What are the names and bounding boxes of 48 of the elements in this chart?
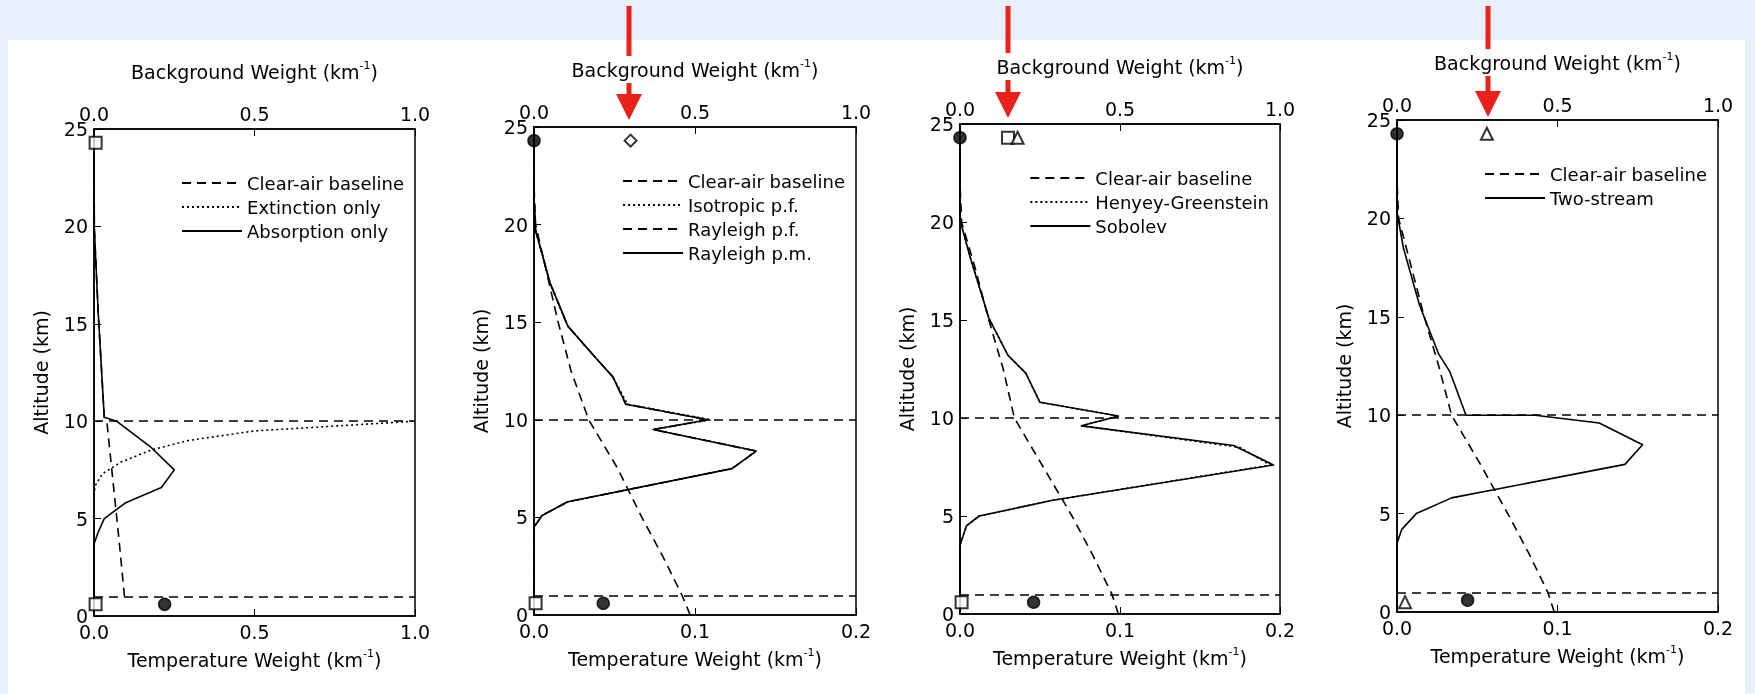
- y-tick-label: 15: [1366, 305, 1391, 328]
- y-tick-label: 5: [1378, 502, 1391, 525]
- y-tick-label: 10: [929, 407, 954, 429]
- legend-label: Clear-air baseline: [1095, 167, 1253, 189]
- y-axis-title: Altitude (km): [470, 308, 493, 434]
- x-tick-label: 0.1: [1542, 616, 1573, 639]
- x2-tick-label: 1.0: [1264, 97, 1296, 120]
- legend-label: Extinction only: [247, 196, 382, 218]
- x-tick-label: 0.2: [1702, 616, 1734, 639]
- y-axis-title: Altitude (km): [30, 310, 53, 435]
- y-tick-label: 5: [515, 506, 528, 529]
- x2-tick-label: 1.0: [399, 102, 431, 125]
- x-tick-label: 0.1: [1104, 618, 1136, 641]
- x2-tick-label: 0.5: [1542, 93, 1573, 116]
- y-tick-label: 5: [941, 505, 954, 527]
- y-axis-title: Altitude (km): [1333, 303, 1356, 429]
- x2-tick-label: 0.5: [1104, 97, 1136, 120]
- legend-label: Rayleigh p.f.: [688, 218, 800, 240]
- y-axis-title: Altitude (km): [896, 306, 919, 432]
- y-tick-label: 10: [1366, 404, 1391, 427]
- legend-label: Henyey-Greenstein: [1095, 191, 1270, 213]
- y-tick-label: 10: [63, 410, 88, 433]
- x-tick-label: 0.5: [239, 620, 270, 643]
- legend-label: Two-stream: [1549, 187, 1654, 209]
- legend-label: Isotropic p.f.: [688, 194, 799, 216]
- y-tick-label: 15: [63, 312, 88, 335]
- legend-label: Clear-air baseline: [688, 170, 845, 192]
- legend-label: Absorption only: [247, 220, 389, 242]
- legend-label: Clear-air baseline: [247, 172, 404, 194]
- y-tick-label: 20: [63, 215, 88, 238]
- x2-tick-label: 0.5: [239, 102, 270, 125]
- y-tick-label: 15: [503, 311, 528, 334]
- y-tick-label: 20: [929, 211, 954, 233]
- x2-tick-label: 0.5: [679, 100, 711, 123]
- y-tick-label: 5: [75, 507, 88, 530]
- legend-label: Clear-air baseline: [1550, 163, 1707, 185]
- x-tick-label: 0.1: [679, 619, 711, 642]
- y-tick-label: 20: [503, 213, 528, 236]
- x-tick-label: 1.0: [399, 620, 431, 643]
- x2-tick-label: 1.0: [1702, 93, 1734, 116]
- legend-label: Rayleigh p.m.: [688, 242, 812, 264]
- y-tick-label: 15: [929, 309, 954, 331]
- y-tick-label: 20: [1366, 207, 1391, 230]
- x-tick-label: 0.2: [1264, 618, 1296, 641]
- legend-label: Sobolev: [1095, 215, 1168, 237]
- y-tick-label: 10: [503, 408, 528, 431]
- x2-tick-label: 1.0: [840, 100, 872, 123]
- x-tick-label: 0.2: [840, 619, 872, 642]
